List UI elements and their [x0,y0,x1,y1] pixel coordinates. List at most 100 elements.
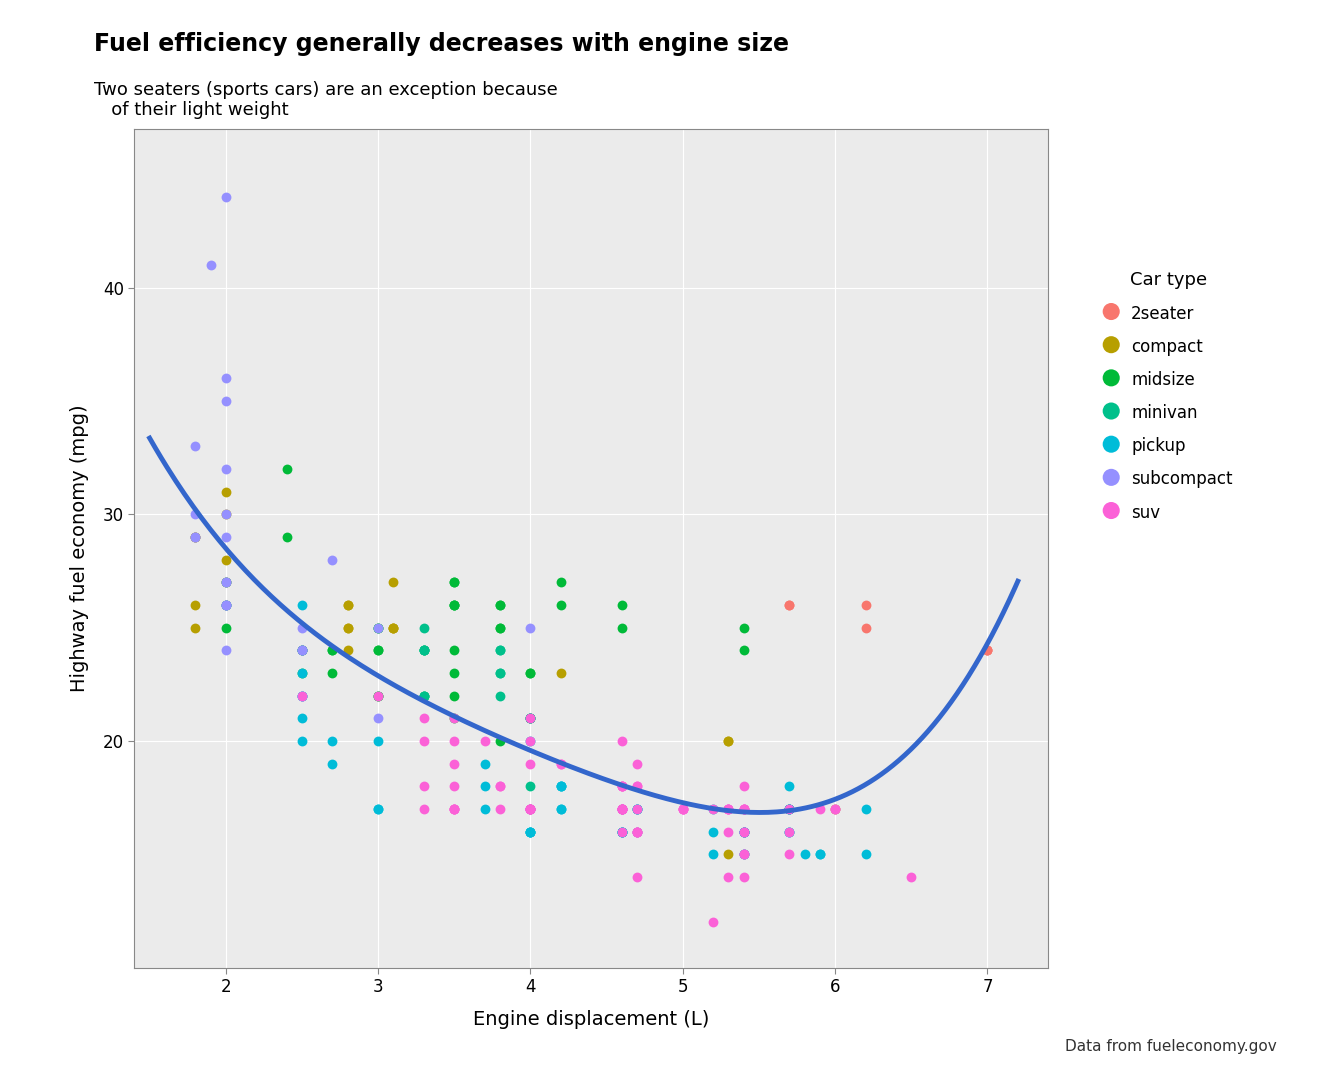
Point [732,846,754,863]
Point [383,619,405,636]
Point [778,800,800,817]
Point [794,846,816,863]
Point [778,777,800,794]
Point [489,642,511,659]
Point [215,370,237,387]
Point [718,800,739,817]
Point [520,800,542,817]
Point [444,574,465,591]
Point [612,777,633,794]
Point [732,800,754,817]
Point [809,800,831,817]
Point [184,528,206,545]
Point [413,800,434,817]
Point [520,800,542,817]
Point [337,597,359,614]
X-axis label: Engine displacement (L): Engine displacement (L) [473,1009,710,1029]
Point [612,823,633,841]
Point [184,528,206,545]
Point [200,256,222,273]
Point [520,732,542,749]
Point [824,800,845,817]
Point [337,642,359,659]
Point [321,551,343,569]
Point [977,642,999,659]
Point [215,642,237,659]
Point [520,800,542,817]
Point [550,755,571,772]
Point [474,732,496,749]
Point [732,800,754,817]
Point [550,777,571,794]
Point [184,438,206,455]
Point [626,823,648,841]
Point [612,800,633,817]
Point [732,846,754,863]
Point [413,687,434,704]
Point [292,619,313,636]
Point [550,777,571,794]
Point [321,642,343,659]
Point [732,846,754,863]
Point [520,823,542,841]
Point [732,869,754,886]
Point [367,642,388,659]
Point [367,687,388,704]
Point [778,823,800,841]
Point [292,664,313,682]
Point [778,800,800,817]
Point [489,597,511,614]
Point [550,574,571,591]
Point [413,619,434,636]
Point [520,800,542,817]
Point [612,823,633,841]
Point [367,619,388,636]
Point [444,642,465,659]
Point [520,710,542,727]
Point [612,777,633,794]
Point [413,642,434,659]
Point [337,619,359,636]
Point [184,528,206,545]
Point [444,800,465,817]
Point [703,823,724,841]
Point [626,869,648,886]
Point [489,687,511,704]
Point [626,800,648,817]
Point [703,800,724,817]
Text: Data from fueleconomy.gov: Data from fueleconomy.gov [1064,1038,1277,1054]
Point [215,597,237,614]
Point [550,597,571,614]
Point [612,800,633,817]
Point [550,800,571,817]
Point [489,777,511,794]
Point [672,800,694,817]
Point [520,710,542,727]
Point [626,777,648,794]
Point [444,800,465,817]
Point [292,642,313,659]
Point [977,642,999,659]
Point [612,800,633,817]
Point [215,574,237,591]
Point [732,800,754,817]
Point [292,732,313,749]
Point [367,619,388,636]
Point [612,777,633,794]
Point [612,800,633,817]
Point [321,755,343,772]
Point [520,800,542,817]
Point [215,392,237,410]
Point [413,642,434,659]
Point [778,800,800,817]
Point [444,664,465,682]
Point [383,619,405,636]
Point [612,777,633,794]
Point [718,800,739,817]
Point [626,755,648,772]
Point [612,800,633,817]
Point [215,574,237,591]
Point [672,800,694,817]
Point [474,755,496,772]
Point [215,483,237,500]
